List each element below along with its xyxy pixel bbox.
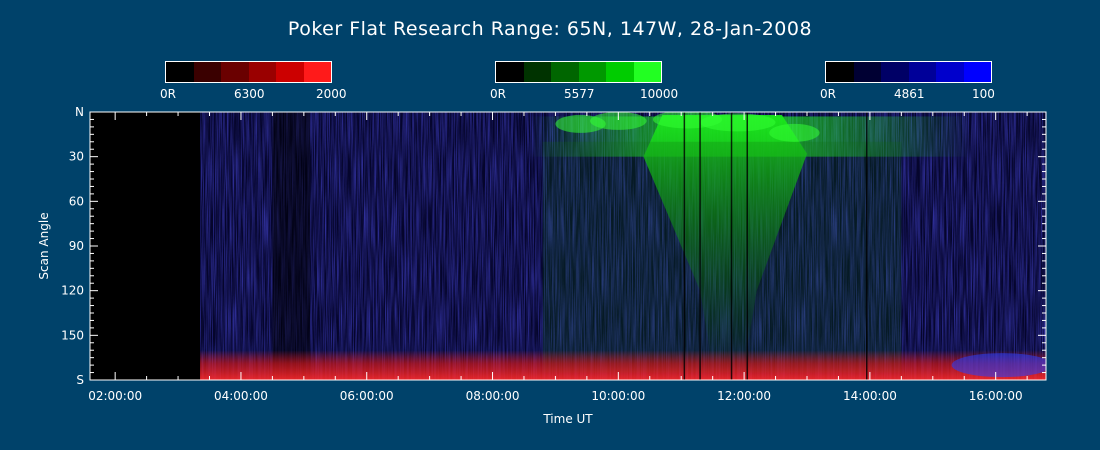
blue-enhancement-4861 <box>951 353 1046 378</box>
y-tick-label: 120 <box>61 284 84 298</box>
colorbar-swatch <box>276 62 304 82</box>
colorbar-5577-max-label: 10000 <box>640 87 679 101</box>
x-tick-label: 08:00:00 <box>466 389 520 403</box>
colorbar-swatch <box>193 62 221 82</box>
colorbar-swatch <box>633 62 661 82</box>
colorbar-swatch <box>881 62 909 82</box>
colorbar-swatch <box>166 62 194 82</box>
colorbar-4861-max-label: 100 <box>972 87 995 101</box>
colorbar-6300 <box>165 61 332 83</box>
x-tick-label: 10:00:00 <box>591 389 645 403</box>
colorbar-6300-max-label: 2000 <box>316 87 347 101</box>
y-tick-label: 150 <box>61 328 84 342</box>
colorbar-swatch <box>826 62 854 82</box>
green-diffuse-5577 <box>542 141 902 373</box>
low-signal-region <box>272 112 311 380</box>
colorbar-swatch <box>551 62 579 82</box>
colorbar-5577-wavelength-label: 5577 <box>564 87 595 101</box>
green-bright-patch <box>700 113 776 132</box>
x-axis-label: Time UT <box>542 412 593 426</box>
colorbar-5577 <box>495 61 662 83</box>
heatmap-area <box>90 112 1046 380</box>
y-tick-label: 90 <box>69 239 84 253</box>
colorbar-6300-min-label: 0R <box>160 87 176 101</box>
colorbar-swatch <box>303 62 331 82</box>
x-tick-label: 14:00:00 <box>843 389 897 403</box>
y-axis: N 30 60 90 120 150 S <box>61 105 1046 387</box>
y-tick-label: S <box>76 373 84 387</box>
colorbar-swatch <box>578 62 606 82</box>
colorbar-swatch <box>853 62 881 82</box>
green-bright-patch <box>769 123 820 142</box>
chart-title: Poker Flat Research Range: 65N, 147W, 28… <box>287 18 813 40</box>
colorbar-swatch <box>523 62 551 82</box>
x-tick-label: 04:00:00 <box>214 389 268 403</box>
colorbar-4861-min-label: 0R <box>820 87 836 101</box>
red-band-6300 <box>200 350 1046 380</box>
x-tick-label: 16:00:00 <box>969 389 1023 403</box>
colorbar-swatch <box>963 62 991 82</box>
colorbar-swatch <box>908 62 936 82</box>
y-tick-label: 30 <box>69 150 84 164</box>
colorbar-6300-wavelength-label: 6300 <box>234 87 265 101</box>
y-tick-label: N <box>75 105 84 119</box>
colorbar-swatch <box>221 62 249 82</box>
green-bright-patch <box>590 112 647 130</box>
colorbar-swatch <box>936 62 964 82</box>
x-tick-label: 06:00:00 <box>340 389 394 403</box>
x-tick-label: 02:00:00 <box>88 389 142 403</box>
colorbar-4861 <box>825 61 992 83</box>
colorbar-5577-min-label: 0R <box>490 87 506 101</box>
colorbar-swatch <box>606 62 634 82</box>
y-axis-label: Scan Angle <box>37 212 51 279</box>
y-tick-label: 60 <box>69 194 84 208</box>
x-tick-label: 12:00:00 <box>717 389 771 403</box>
colorbar-swatch <box>496 62 524 82</box>
x-axis: 02:00:00 04:00:00 06:00:00 08:00:00 10:00:00… <box>88 112 1028 403</box>
colorbar-4861-wavelength-label: 4861 <box>894 87 925 101</box>
colorbar-swatch <box>248 62 276 82</box>
